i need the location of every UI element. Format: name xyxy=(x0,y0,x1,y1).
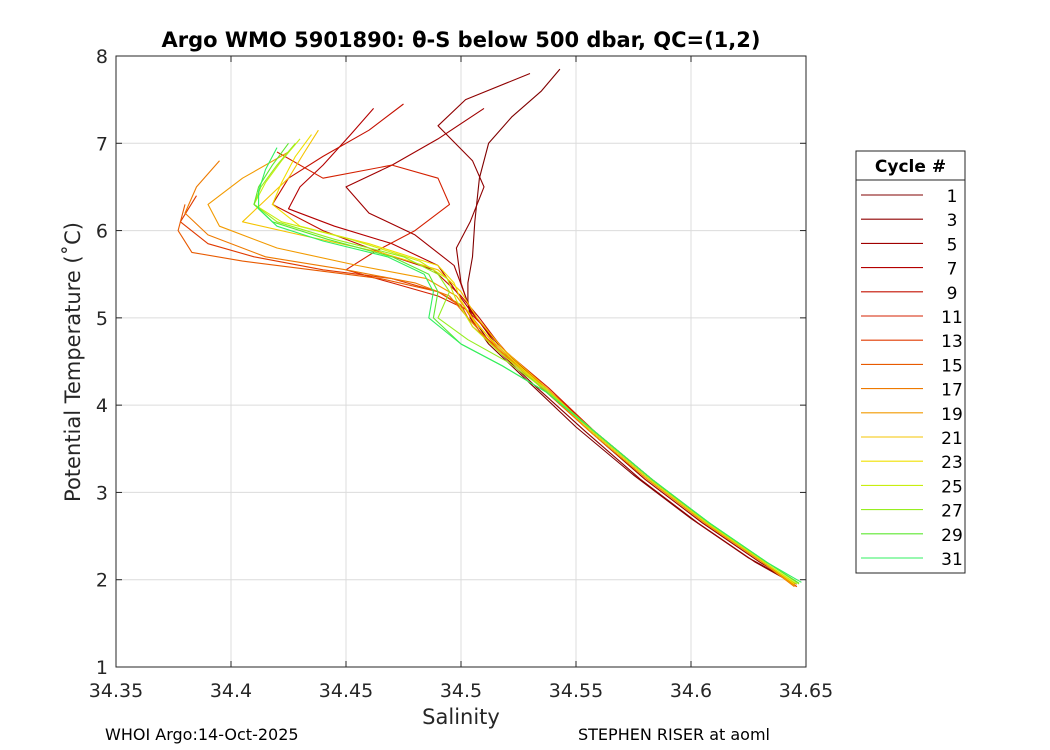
series-line-cycle-7 xyxy=(287,108,795,585)
legend-label-cycle-21: 21 xyxy=(941,429,963,449)
legend-label-cycle-23: 23 xyxy=(941,453,963,473)
legend-label-cycle-31: 31 xyxy=(941,550,963,570)
footer-source-date: WHOI Argo:14-Oct-2025 xyxy=(105,725,299,744)
legend-label-cycle-29: 29 xyxy=(941,526,963,546)
legend-title: Cycle # xyxy=(875,157,946,177)
series-line-cycle-15 xyxy=(177,204,798,588)
series-line-cycle-21 xyxy=(241,129,795,585)
y-tick-label: 2 xyxy=(96,570,108,592)
y-tick-label: 5 xyxy=(96,308,108,330)
x-tick-label: 34.35 xyxy=(89,680,143,702)
y-tick-label: 8 xyxy=(96,46,108,68)
x-tick-label: 34.4 xyxy=(210,680,252,702)
y-tick-label: 3 xyxy=(96,482,108,504)
series-line-cycle-29 xyxy=(253,142,800,584)
grid-lines xyxy=(115,55,807,668)
y-tick-label: 4 xyxy=(96,395,108,417)
y-tick-label: 1 xyxy=(96,657,108,679)
series-line-cycle-9 xyxy=(271,103,795,585)
series-line-cycle-5 xyxy=(345,107,798,585)
legend-label-cycle-19: 19 xyxy=(941,405,963,425)
legend-label-cycle-9: 9 xyxy=(947,284,958,304)
x-tick-label: 34.6 xyxy=(670,680,712,702)
series-line-cycle-3 xyxy=(437,72,795,585)
series-line-cycle-1 xyxy=(467,68,798,585)
series-line-cycle-23 xyxy=(271,134,795,585)
series-line-cycle-25 xyxy=(253,138,798,585)
series-line-cycle-19 xyxy=(207,151,795,587)
legend-box xyxy=(855,150,966,574)
chart-title: Argo WMO 5901890: θ-S below 500 dbar, QC… xyxy=(162,28,761,52)
legend-label-cycle-3: 3 xyxy=(947,211,958,231)
series-line-cycle-13 xyxy=(179,195,798,588)
legend-label-cycle-27: 27 xyxy=(941,502,963,522)
legend-label-cycle-25: 25 xyxy=(941,477,963,497)
legend-label-cycle-17: 17 xyxy=(941,381,963,401)
y-tick-label: 6 xyxy=(96,221,108,243)
x-tick-label: 34.5 xyxy=(440,680,482,702)
series-line-cycle-11 xyxy=(276,151,798,588)
y-tick-label: 7 xyxy=(96,133,108,155)
x-tick-label: 34.65 xyxy=(779,680,833,702)
axis-ticks: 34.35 34.4 34.45 34.5 34.55 34.6 34.65 1 2 3 4 5 6 7 8 xyxy=(89,46,833,702)
y-axis-label: Potential Temperature (˚C) xyxy=(61,222,85,502)
x-tick-label: 34.55 xyxy=(549,680,603,702)
legend-label-cycle-15: 15 xyxy=(941,356,963,376)
legend-label-cycle-5: 5 xyxy=(947,235,958,255)
legend-label-cycle-1: 1 xyxy=(947,187,958,207)
legend-label-cycle-13: 13 xyxy=(941,332,963,352)
x-axis-label: Salinity xyxy=(422,705,500,729)
series-line-cycle-31 xyxy=(258,147,802,583)
footer-credit: STEPHEN RISER at aoml xyxy=(578,725,770,744)
legend-label-cycle-11: 11 xyxy=(941,308,963,328)
x-tick-label: 34.45 xyxy=(319,680,373,702)
legend-label-cycle-7: 7 xyxy=(947,260,958,280)
data-series xyxy=(177,68,802,588)
series-line-cycle-27 xyxy=(253,142,800,585)
